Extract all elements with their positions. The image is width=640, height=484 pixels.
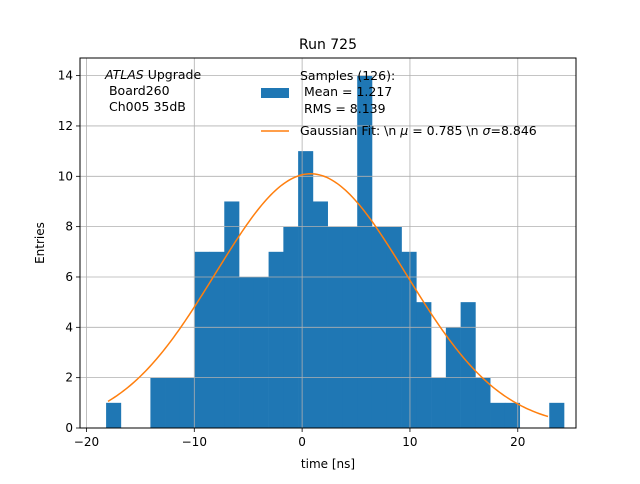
y-tick-label: 2 — [65, 371, 73, 385]
histogram-bar — [312, 201, 328, 428]
legend-hist-line-3: RMS = 8.139 — [300, 101, 386, 116]
legend-hist-swatch — [261, 88, 289, 98]
histogram-bar — [106, 402, 122, 428]
histogram-bar — [357, 75, 373, 428]
histogram-bar — [239, 276, 255, 428]
legend-hist-line-2: Mean = 1.217 — [300, 84, 392, 99]
annotation-board: Board260 — [105, 83, 170, 98]
histogram-bar — [549, 402, 565, 428]
annotation-channel: Ch005 35dB — [105, 99, 186, 114]
histogram-bar — [253, 276, 269, 428]
histogram-bar — [268, 251, 284, 428]
y-tick-label: 4 — [65, 320, 73, 334]
histogram-bar — [490, 402, 506, 428]
histogram-bar — [179, 377, 196, 428]
x-axis-ticks: −20 −10 0 10 20 — [74, 428, 525, 449]
histogram-bar — [460, 302, 476, 428]
x-axis-label: time [ns] — [301, 457, 355, 471]
atlas-annotation: ATLAS Upgrade Board260 Ch005 35dB — [104, 67, 201, 114]
x-tick-label: 10 — [402, 435, 417, 449]
x-tick-label: 20 — [510, 435, 525, 449]
annotation-upgrade: Upgrade — [144, 67, 202, 82]
svg-text:ATLAS Upgrade: ATLAS Upgrade — [104, 67, 201, 82]
legend: Samples (126): Mean = 1.217 RMS = 8.139 … — [261, 68, 537, 138]
x-tick-label: 0 — [298, 435, 306, 449]
histogram-bar — [150, 377, 166, 428]
y-tick-label: 10 — [58, 169, 73, 183]
histogram-bar — [504, 402, 521, 428]
legend-hist-line-1: Samples (126): — [300, 68, 395, 83]
annotation-atlas: ATLAS — [104, 67, 144, 82]
y-tick-label: 6 — [65, 270, 73, 284]
y-tick-label: 8 — [65, 220, 73, 234]
x-tick-label: −20 — [74, 435, 99, 449]
y-tick-label: 14 — [58, 69, 73, 83]
histogram-bar — [475, 377, 491, 428]
legend-fit-label: Gaussian Fit: \n μ = 0.785 \n σ=8.846 — [300, 123, 537, 138]
y-tick-label: 0 — [65, 421, 73, 435]
histogram-bar — [298, 151, 314, 428]
y-axis-ticks: 0 2 4 6 8 10 12 14 — [58, 69, 80, 435]
gaussian-fit-curve — [107, 173, 549, 418]
chart-title: Run 725 — [299, 37, 357, 53]
plot-frame — [79, 57, 577, 429]
histogram-bar — [401, 251, 417, 428]
histogram-bar — [165, 377, 181, 428]
grid-lines — [80, 58, 576, 429]
histogram-bar — [194, 251, 210, 428]
histogram-bar — [431, 377, 447, 428]
histogram-bar — [209, 251, 225, 428]
y-tick-label: 12 — [58, 119, 73, 133]
y-axis-label: Entries — [33, 222, 47, 264]
x-tick-label: −10 — [182, 435, 207, 449]
histogram-bar — [224, 201, 240, 428]
histogram-bar — [416, 302, 432, 428]
